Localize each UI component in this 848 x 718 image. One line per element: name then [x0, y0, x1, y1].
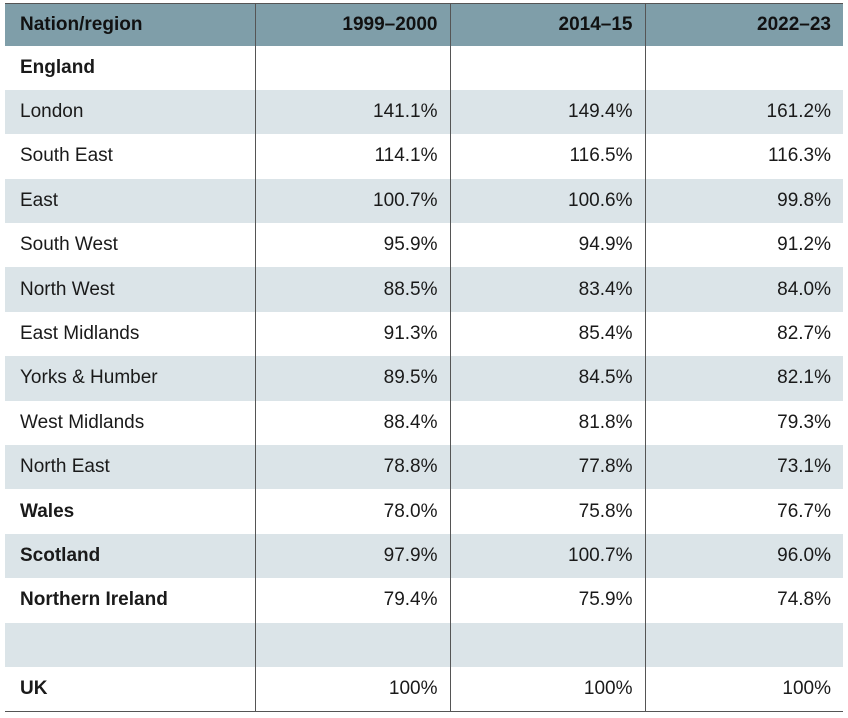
value-cell-2014-15: 85.4%: [450, 311, 646, 357]
value-cell-2022-23: 76.7%: [645, 489, 843, 534]
value-cell-2022-23: 82.1%: [645, 356, 843, 401]
value-cell-2014-15: 94.9%: [450, 223, 646, 268]
value-cell-2014-15: 100%: [450, 666, 646, 712]
value-cell-1999-2000: 141.1%: [255, 89, 451, 135]
region-name-cell: Wales: [5, 489, 256, 534]
column-header-2022-23: 2022–23: [645, 3, 843, 46]
table-row: [5, 622, 843, 667]
value-cell-2022-23: 91.2%: [645, 223, 843, 268]
value-cell-2014-15: 84.5%: [450, 356, 646, 401]
value-cell-2022-23: 100%: [645, 666, 843, 712]
table-row: London 141.1% 149.4% 161.2%: [5, 89, 843, 135]
value-cell-2014-15: 83.4%: [450, 267, 646, 312]
value-cell-1999-2000: 97.9%: [255, 533, 451, 579]
column-header-1999-2000: 1999–2000: [255, 3, 451, 46]
value-cell-1999-2000: [255, 622, 451, 667]
value-cell-1999-2000: 78.0%: [255, 489, 451, 534]
value-cell-2014-15: 75.8%: [450, 489, 646, 534]
region-name-cell: [5, 622, 256, 667]
value-cell-2022-23: 82.7%: [645, 311, 843, 357]
table-row: UK 100% 100% 100%: [5, 666, 843, 712]
value-cell-1999-2000: 100.7%: [255, 178, 451, 224]
value-cell-2014-15: 77.8%: [450, 445, 646, 490]
value-cell-1999-2000: 114.1%: [255, 134, 451, 179]
value-cell-2022-23: 73.1%: [645, 445, 843, 490]
region-name-cell: North East: [5, 445, 256, 490]
table-row: East 100.7% 100.6% 99.8%: [5, 178, 843, 224]
value-cell-2014-15: 100.7%: [450, 533, 646, 579]
value-cell-1999-2000: 95.9%: [255, 223, 451, 268]
region-name-cell: Scotland: [5, 533, 256, 579]
table-row: Yorks & Humber 89.5% 84.5% 82.1%: [5, 356, 843, 401]
table-row: Wales 78.0% 75.8% 76.7%: [5, 489, 843, 534]
value-cell-2014-15: 116.5%: [450, 134, 646, 179]
table-row: West Midlands 88.4% 81.8% 79.3%: [5, 400, 843, 446]
value-cell-2022-23: 161.2%: [645, 89, 843, 135]
region-name-cell: England: [5, 45, 256, 90]
value-cell-2022-23: [645, 45, 843, 90]
table-row: South East 114.1% 116.5% 116.3%: [5, 134, 843, 179]
table-row: England: [5, 45, 843, 90]
value-cell-1999-2000: [255, 45, 451, 90]
value-cell-2022-23: [645, 622, 843, 667]
data-table-container: Nation/region 1999–2000 2014–15 2022–23 …: [5, 3, 843, 712]
column-header-2014-15: 2014–15: [450, 3, 646, 46]
value-cell-2014-15: 75.9%: [450, 578, 646, 623]
table-body: England London 141.1% 149.4% 161.2% South Eas…: [5, 45, 843, 712]
value-cell-1999-2000: 79.4%: [255, 578, 451, 623]
table-row: Northern Ireland 79.4% 75.9% 74.8%: [5, 578, 843, 623]
region-name-cell: South West: [5, 223, 256, 268]
value-cell-2022-23: 96.0%: [645, 533, 843, 579]
value-cell-1999-2000: 91.3%: [255, 311, 451, 357]
region-name-cell: West Midlands: [5, 400, 256, 446]
region-name-cell: Yorks & Humber: [5, 356, 256, 401]
region-name-cell: London: [5, 89, 256, 135]
region-name-cell: North West: [5, 267, 256, 312]
value-cell-2014-15: 81.8%: [450, 400, 646, 446]
value-cell-2014-15: 100.6%: [450, 178, 646, 224]
value-cell-2022-23: 84.0%: [645, 267, 843, 312]
value-cell-1999-2000: 100%: [255, 666, 451, 712]
table-row: North West 88.5% 83.4% 84.0%: [5, 267, 843, 312]
value-cell-2014-15: [450, 45, 646, 90]
value-cell-2022-23: 79.3%: [645, 400, 843, 446]
region-name-cell: East Midlands: [5, 311, 256, 357]
table-row: East Midlands 91.3% 85.4% 82.7%: [5, 311, 843, 357]
value-cell-1999-2000: 89.5%: [255, 356, 451, 401]
value-cell-2022-23: 74.8%: [645, 578, 843, 623]
table-row: South West 95.9% 94.9% 91.2%: [5, 223, 843, 268]
region-name-cell: Northern Ireland: [5, 578, 256, 623]
column-header-nation-region: Nation/region: [5, 3, 256, 46]
table-header-row: Nation/region 1999–2000 2014–15 2022–23: [5, 3, 843, 46]
table-row: Scotland 97.9% 100.7% 96.0%: [5, 533, 843, 579]
table-row: North East 78.8% 77.8% 73.1%: [5, 445, 843, 490]
value-cell-2014-15: 149.4%: [450, 89, 646, 135]
value-cell-1999-2000: 88.5%: [255, 267, 451, 312]
value-cell-1999-2000: 88.4%: [255, 400, 451, 446]
region-name-cell: South East: [5, 134, 256, 179]
value-cell-2022-23: 99.8%: [645, 178, 843, 224]
value-cell-2014-15: [450, 622, 646, 667]
region-name-cell: UK: [5, 666, 256, 712]
value-cell-1999-2000: 78.8%: [255, 445, 451, 490]
value-cell-2022-23: 116.3%: [645, 134, 843, 179]
nation-region-table: Nation/region 1999–2000 2014–15 2022–23 …: [5, 3, 843, 712]
region-name-cell: East: [5, 178, 256, 224]
